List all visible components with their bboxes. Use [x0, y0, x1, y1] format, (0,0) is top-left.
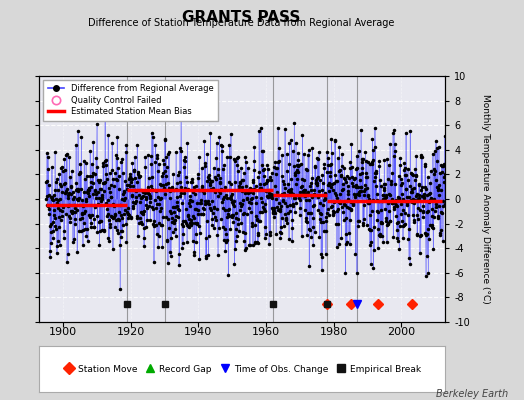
Text: Berkeley Earth: Berkeley Earth — [436, 389, 508, 399]
Text: 2000: 2000 — [387, 327, 416, 337]
Text: Difference of Station Temperature Data from Regional Average: Difference of Station Temperature Data f… — [88, 18, 394, 28]
Text: 1900: 1900 — [49, 327, 77, 337]
Y-axis label: Monthly Temperature Anomaly Difference (°C): Monthly Temperature Anomaly Difference (… — [481, 94, 490, 304]
Text: 1980: 1980 — [320, 327, 348, 337]
Text: GRANTS PASS: GRANTS PASS — [182, 10, 300, 25]
Text: 1960: 1960 — [252, 327, 280, 337]
Legend: Station Move, Record Gap, Time of Obs. Change, Empirical Break: Station Move, Record Gap, Time of Obs. C… — [61, 362, 423, 376]
Legend: Difference from Regional Average, Quality Control Failed, Estimated Station Mean: Difference from Regional Average, Qualit… — [43, 80, 218, 120]
Text: 1940: 1940 — [184, 327, 212, 337]
Text: 1920: 1920 — [116, 327, 145, 337]
